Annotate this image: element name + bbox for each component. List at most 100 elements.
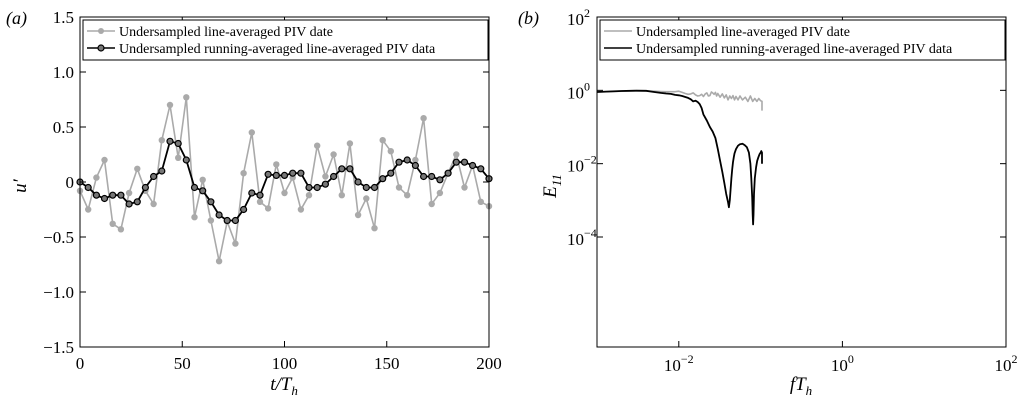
panel-a-series-1-point <box>387 169 395 177</box>
panel-a-series-1-point <box>362 183 370 192</box>
panel-a-series-0-point <box>363 195 370 202</box>
panel-b-ytick-label: 10−4 <box>567 226 597 249</box>
panel-a-ytick-label: 1.0 <box>53 63 74 82</box>
panel-a-ytick-label: −1.5 <box>43 338 74 357</box>
panel-b-series-0-line <box>596 90 763 111</box>
panel-a-plot-area <box>76 94 493 265</box>
panel-a-series-0-point <box>256 198 264 205</box>
panel-a-series-1-point <box>141 183 149 192</box>
panel-a-series-0-point <box>85 206 92 213</box>
panel-a-series-0-point <box>183 94 190 101</box>
panel-b-ytick-label: 102 <box>567 6 590 29</box>
panel-a-series-0-point <box>117 226 125 233</box>
panel-b-legend-box <box>599 19 1006 61</box>
panel-b: (b) 10−2 100 102 10−4 10−2 100 102 fTh E11 Und… <box>518 6 1018 398</box>
panel-a-series-0-point <box>175 154 182 161</box>
panel-b-xtick-label: 102 <box>995 352 1018 375</box>
panel-b-label: (b) <box>518 8 539 29</box>
panel-a-series-1-point <box>158 167 166 175</box>
panel-a-series-0-point <box>305 192 313 199</box>
panel-a-series-1-point <box>370 183 379 192</box>
panel-a-series-0-point <box>191 214 198 221</box>
panel-b-ylabel: E11 <box>540 174 564 199</box>
panel-a-series-1-point <box>125 200 133 208</box>
panel-a-series-1-point <box>321 180 329 188</box>
panel-a-series-1-point <box>215 211 223 219</box>
panel-a-series-1-point <box>305 183 313 192</box>
panel-a-series-1-point <box>240 205 248 214</box>
panel-a-xtick-label: 200 <box>476 354 502 373</box>
panel-a-series-1-point <box>248 189 256 197</box>
panel-a-ytick-label: 0 <box>66 173 75 192</box>
panel-a-series-0-point <box>109 220 116 227</box>
panel-a-series-1-point <box>256 191 264 199</box>
panel-a-series-0-point <box>125 189 133 197</box>
panel-a-series-0-point <box>150 200 157 208</box>
panel-a-series-1-point <box>231 216 239 225</box>
panel-a-series-0-point <box>101 156 108 164</box>
panel-a-legend-label: Undersampled running-averaged line-avera… <box>119 42 436 57</box>
panel-a-series-0-point <box>404 192 411 199</box>
panel-b-plot-area <box>596 89 763 226</box>
panel-a-series-1-point <box>166 137 174 145</box>
panel-a-series-1-point <box>297 169 305 177</box>
panel-b-xlabel: fTh <box>790 374 812 398</box>
panel-a-series-1-point <box>199 187 207 195</box>
panel-a-series-0-point <box>134 165 141 172</box>
panel-b-frame <box>596 16 1007 348</box>
panel-a-series-1-point <box>346 165 354 173</box>
panel-a-series-1-point <box>280 171 289 179</box>
panel-a-series-0-point <box>453 151 460 158</box>
panel-a-series-0-point <box>346 140 354 147</box>
panel-a-ytick-label: −0.5 <box>43 228 74 247</box>
panel-a-series-1-point <box>395 158 403 166</box>
panel-a-series-0-point <box>166 101 174 109</box>
panel-a-series-0-point <box>207 217 215 224</box>
panel-a-series-1-point <box>100 194 109 203</box>
panel-a-series-1-point <box>272 171 280 179</box>
panel-b-legend-label: Undersampled running-averaged line-avera… <box>636 42 953 57</box>
panel-a-legend: Undersampled line-averaged PIV date Under… <box>82 19 489 61</box>
panel-a-series-1-point <box>444 169 452 177</box>
panel-a-ytick-label: 1.5 <box>53 8 74 27</box>
panel-a-series-0-point <box>412 156 419 164</box>
panel-a-series-0-point <box>297 206 305 213</box>
panel-a-xtick-label: 0 <box>76 354 85 373</box>
panel-a-series-0-point <box>420 115 427 122</box>
panel-a-series-1-point <box>460 158 469 166</box>
panel-a-series-0-point <box>199 176 206 183</box>
panel-a-series-0-point <box>322 173 329 180</box>
panel-a-xlabel: t/Th <box>270 374 298 398</box>
panel-a-series-1-point <box>477 165 485 173</box>
panel-a-series-0-point <box>264 205 272 212</box>
panel-b-legend-label: Undersampled line-averaged PIV date <box>636 25 850 40</box>
panel-a-series-0-point <box>273 161 280 168</box>
panel-a-series-1-point <box>289 169 297 177</box>
panel-a-series-0-point <box>428 200 435 208</box>
panel-a: (a) 0 50 100 150 200 −1.5 −1.0 −0.5 0 0.5 1.0 1.5 t… <box>6 8 502 398</box>
panel-a-series-0-point <box>387 148 394 155</box>
panel-a-series-1-point <box>207 198 215 206</box>
panel-a-series-0-point <box>158 137 165 144</box>
panel-a-series-1-point <box>379 175 387 183</box>
panel-a-legend-box <box>82 19 489 61</box>
panel-a-series-0-point <box>330 151 337 158</box>
panel-a-series-1-point <box>182 156 190 164</box>
panel-a-series-0-point <box>240 170 247 177</box>
panel-b-series-1-line <box>596 89 763 226</box>
panel-a-series-1-point <box>174 139 182 148</box>
panel-a-series-0-point <box>371 225 378 232</box>
panel-a-series-0-point <box>281 189 288 197</box>
panel-a-xtick-label: 150 <box>374 354 400 373</box>
panel-a-series-0-point <box>354 211 362 219</box>
panel-a-ylabel: u′ <box>10 178 31 193</box>
panel-a-series-1-point <box>133 198 141 206</box>
panel-a-ytick-label: −1.0 <box>43 283 74 302</box>
panel-a-series-1-point <box>264 170 272 178</box>
panel-a-series-0-line <box>79 97 490 262</box>
panel-a-series-1-point <box>420 172 428 181</box>
panel-a-series-0-point <box>436 189 444 197</box>
panel-a-series-0-point <box>461 184 468 191</box>
panel-a-xtick-label: 100 <box>272 354 298 373</box>
